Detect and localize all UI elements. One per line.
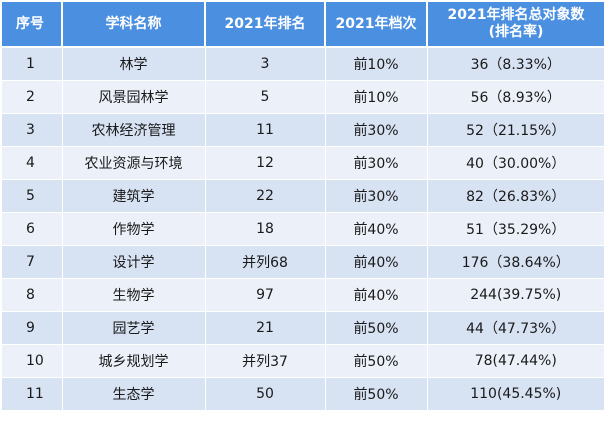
cell-total: 44（47.73%） xyxy=(427,311,604,345)
cell-rank: 97 xyxy=(205,278,326,312)
cell-tier: 前40% xyxy=(325,278,428,312)
cell-subject: 生态学 xyxy=(62,377,206,411)
header-index: 序号 xyxy=(2,2,63,48)
cell-tier: 前30% xyxy=(325,179,428,213)
cell-total: 56（8.93%） xyxy=(427,80,604,114)
cell-rank: 12 xyxy=(205,146,326,180)
cell-index: 4 xyxy=(2,146,63,180)
table-row: 10 城乡规划学 并列37 前50% 78(47.44%) xyxy=(2,344,604,378)
table-header-row: 序号 学科名称 2021年排名 2021年档次 2021年排名总对象数 (排名率… xyxy=(2,2,604,48)
header-subject: 学科名称 xyxy=(62,2,206,48)
cell-index: 10 xyxy=(2,344,63,378)
cell-subject: 风景园林学 xyxy=(62,80,206,114)
table-row: 6 作物学 18 前40% 51（35.29%） xyxy=(2,212,604,246)
cell-total: 244(39.75%) xyxy=(427,278,604,312)
cell-index: 1 xyxy=(2,47,63,81)
cell-subject: 生物学 xyxy=(62,278,206,312)
table-row: 1 林学 3 前10% 36（8.33%） xyxy=(2,47,604,81)
cell-total: 40（30.00%） xyxy=(427,146,604,180)
table-row: 8 生物学 97 前40% 244(39.75%) xyxy=(2,278,604,312)
cell-subject: 城乡规划学 xyxy=(62,344,206,378)
cell-subject: 设计学 xyxy=(62,245,206,279)
cell-tier: 前40% xyxy=(325,245,428,279)
table-row: 7 设计学 并列68 前40% 176（38.64%） xyxy=(2,245,604,279)
cell-tier: 前50% xyxy=(325,311,428,345)
cell-total: 36（8.33%） xyxy=(427,47,604,81)
cell-total: 176（38.64%） xyxy=(427,245,604,279)
table-row: 3 农林经济管理 11 前30% 52（21.15%） xyxy=(2,113,604,147)
cell-rank: 11 xyxy=(205,113,326,147)
cell-total: 110(45.45%) xyxy=(427,377,604,411)
cell-tier: 前30% xyxy=(325,146,428,180)
cell-tier: 前30% xyxy=(325,113,428,147)
cell-index: 3 xyxy=(2,113,63,147)
cell-rank: 并列37 xyxy=(205,344,326,378)
cell-index: 6 xyxy=(2,212,63,246)
cell-rank: 5 xyxy=(205,80,326,114)
cell-tier: 前10% xyxy=(325,80,428,114)
cell-subject: 作物学 xyxy=(62,212,206,246)
cell-subject: 农林经济管理 xyxy=(62,113,206,147)
table-row: 11 生态学 50 前50% 110(45.45%) xyxy=(2,377,604,411)
cell-index: 7 xyxy=(2,245,63,279)
table-row: 4 农业资源与环境 12 前30% 40（30.00%） xyxy=(2,146,604,180)
header-total: 2021年排名总对象数 (排名率) xyxy=(427,2,604,48)
cell-subject: 农业资源与环境 xyxy=(62,146,206,180)
cell-rank: 50 xyxy=(205,377,326,411)
cell-tier: 前50% xyxy=(325,344,428,378)
cell-index: 2 xyxy=(2,80,63,114)
cell-tier: 前50% xyxy=(325,377,428,411)
cell-tier: 前40% xyxy=(325,212,428,246)
ranking-table: 序号 学科名称 2021年排名 2021年档次 2021年排名总对象数 (排名率… xyxy=(2,2,604,411)
cell-rank: 并列68 xyxy=(205,245,326,279)
cell-tier: 前10% xyxy=(325,47,428,81)
table-row: 5 建筑学 22 前30% 82（26.83%） xyxy=(2,179,604,213)
cell-subject: 林学 xyxy=(62,47,206,81)
header-tier: 2021年档次 xyxy=(325,2,428,48)
cell-subject: 建筑学 xyxy=(62,179,206,213)
cell-index: 11 xyxy=(2,377,63,411)
cell-rank: 18 xyxy=(205,212,326,246)
cell-total: 52（21.15%） xyxy=(427,113,604,147)
cell-index: 8 xyxy=(2,278,63,312)
cell-rank: 22 xyxy=(205,179,326,213)
cell-index: 9 xyxy=(2,311,63,345)
cell-rank: 21 xyxy=(205,311,326,345)
table-row: 9 园艺学 21 前50% 44（47.73%） xyxy=(2,311,604,345)
table-row: 2 风景园林学 5 前10% 56（8.93%） xyxy=(2,80,604,114)
cell-index: 5 xyxy=(2,179,63,213)
cell-subject: 园艺学 xyxy=(62,311,206,345)
cell-total: 51（35.29%） xyxy=(427,212,604,246)
header-rank: 2021年排名 xyxy=(205,2,326,48)
cell-total: 78(47.44%) xyxy=(427,344,604,378)
cell-total: 82（26.83%） xyxy=(427,179,604,213)
cell-rank: 3 xyxy=(205,47,326,81)
